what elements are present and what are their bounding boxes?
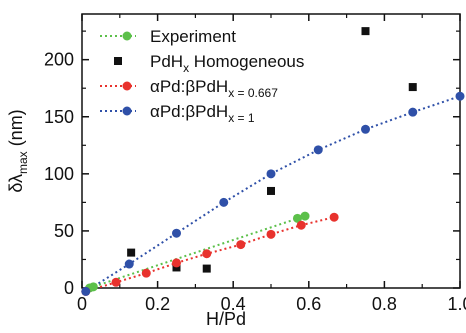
series-3-point [313,145,323,155]
y-tick-label: 0 [64,278,74,298]
legend-marker [122,106,132,116]
series-0-point [300,211,310,221]
y-tick-label: 50 [54,221,74,241]
series-2-point [141,268,151,278]
series-2-point [329,212,339,222]
y-tick-label: 200 [44,50,74,70]
legend-label: αPd:βPdHx = 1 [150,102,255,125]
legend-entry: αPd:βPdHx = 1 [100,102,255,125]
series-3-point [408,107,418,117]
series-2-point [236,240,246,250]
legend-entry: αPd:βPdHx = 0.667 [100,77,278,100]
x-tick-label: 0.8 [372,294,397,314]
legend-entry: Experiment [100,27,236,46]
series-3-fit-line [85,95,461,293]
data-marks [81,27,465,296]
x-tick-label: 0.2 [145,294,170,314]
series-1-point [361,27,370,36]
tick-labels: 0 0.2 0.4 0.6 0.8 1.0 0 50 100 150 200 [44,50,466,314]
series-3-point [219,197,229,207]
series-0-point [88,282,98,292]
axis-titles: H/Pd δλmax (nm) [6,109,246,329]
series-2-point [202,249,212,259]
series-2-point [172,258,181,268]
series-3-point [124,259,134,269]
series-1-point [172,263,181,272]
series-2-point [111,277,121,287]
x-tick-label: 1.0 [447,294,466,314]
y-axis-title: δλmax (nm) [6,109,30,192]
series-0-fit-line [89,215,306,290]
series-3-point [81,286,91,296]
x-tick-label: 0.6 [296,294,321,314]
series-2-point [296,220,306,230]
series-0-point [292,213,302,223]
legend-label: PdHx Homogeneous [150,52,304,75]
series-3-point [172,228,181,238]
series-1-point [202,264,211,273]
legend-marker [114,57,122,65]
series-1-point [127,248,136,257]
axes [81,13,461,289]
x-tick-label: 0 [77,294,87,314]
x-axis-title: H/Pd [206,309,246,329]
series-1-point [267,186,275,195]
series-1-point [408,83,417,92]
legend-marker [122,31,132,41]
series-3-point [455,91,465,101]
legend-entry: PdHx Homogeneous [114,52,304,75]
series-2-point [266,229,276,239]
series-3-point [266,169,276,179]
y-tick-label: 150 [44,107,74,127]
legend-label: αPd:βPdHx = 0.667 [150,77,278,100]
y-tick-label: 100 [44,164,74,184]
series-3-point [361,124,370,134]
legend-marker [122,81,132,91]
legend-label: Experiment [150,27,236,46]
x-tick-label: 0.4 [221,294,246,314]
